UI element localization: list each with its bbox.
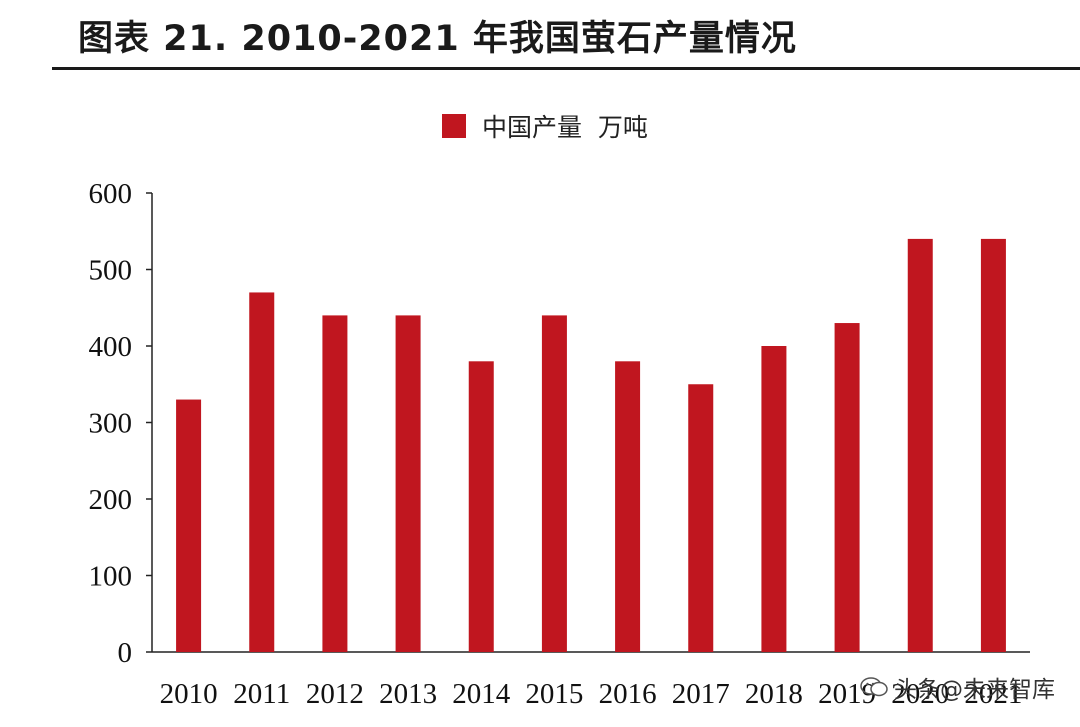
bar (615, 361, 641, 652)
x-tick-label: 2010 (160, 678, 218, 710)
chart-bars (176, 238, 1006, 652)
y-tick-label: 400 (89, 331, 133, 363)
y-tick-label: 300 (89, 408, 133, 440)
bar (761, 346, 787, 652)
bar (468, 361, 494, 652)
bar (541, 315, 567, 652)
y-tick-label: 0 (118, 637, 133, 669)
watermark-text: 头条@未来智库 (894, 677, 1055, 703)
y-tick-label: 500 (89, 255, 133, 287)
x-tick-label: 2021 (964, 678, 1022, 710)
x-tick-label: 2017 (672, 678, 730, 710)
x-axis-ticks: 2010 2011 2012 2013 2014 2015 2016 2017 2018 2019… (160, 678, 1023, 710)
y-tick-label: 600 (89, 178, 133, 210)
x-tick-label: 2018 (745, 678, 803, 710)
wechat-icon (860, 677, 888, 697)
legend-label: 中国产量 万吨 (482, 113, 648, 142)
bar (907, 238, 933, 652)
bar (980, 238, 1006, 652)
bar (322, 315, 348, 652)
x-tick-label: 2014 (452, 678, 511, 710)
title-divider (52, 67, 1080, 70)
x-tick-label: 2015 (525, 678, 583, 710)
bar (688, 384, 714, 652)
y-tick-label: 100 (89, 561, 133, 593)
chart-legend: 中国产量 万吨 (442, 106, 648, 146)
watermark: 头条@未来智库 (860, 670, 1055, 704)
bar (249, 292, 275, 652)
x-tick-label: 2020 (891, 678, 949, 710)
x-tick-label: 2019 (818, 678, 876, 710)
x-tick-label: 2016 (599, 678, 657, 710)
bar (834, 323, 860, 652)
y-tick-label: 200 (89, 484, 133, 516)
y-axis-ticks: 0 100 200 300 400 500 600 (89, 178, 152, 669)
legend-swatch (442, 114, 466, 138)
bar (395, 315, 421, 652)
x-tick-label: 2012 (306, 678, 364, 710)
chart-axes (151, 193, 1030, 653)
bar (176, 399, 202, 652)
x-tick-label: 2013 (379, 678, 437, 710)
chart-title: 图表 21. 2010-2021 年我国萤石产量情况 (78, 19, 797, 59)
x-tick-label: 2011 (233, 678, 290, 710)
